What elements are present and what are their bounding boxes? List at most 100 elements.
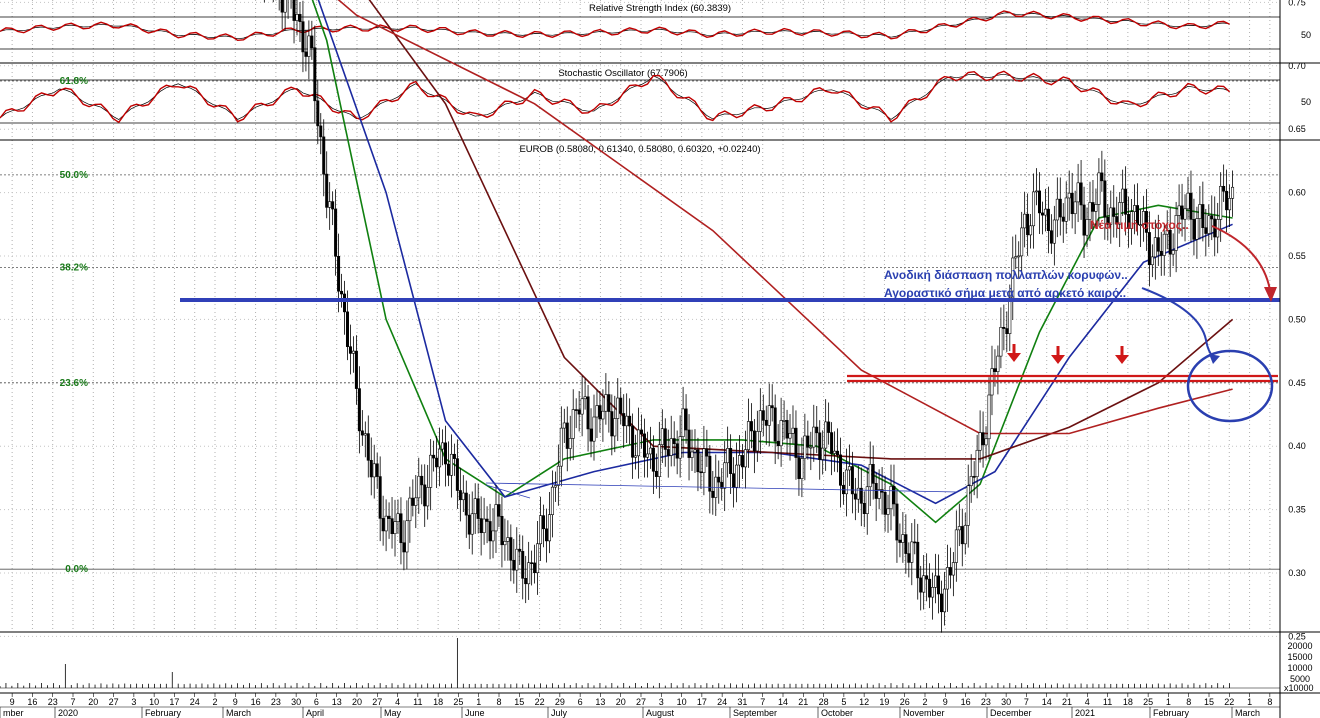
annotation-red-arrow	[1211, 225, 1271, 291]
annotation-blue-arrow	[1141, 287, 1215, 359]
candle-body	[800, 458, 804, 479]
candle-body	[1130, 211, 1134, 229]
candle-body	[1082, 204, 1086, 236]
candle-body	[384, 515, 388, 532]
candle-body	[749, 421, 753, 432]
candle-body	[708, 455, 712, 492]
candle-body	[553, 485, 557, 488]
candle-body	[366, 433, 370, 461]
candle-body	[622, 413, 626, 427]
y-tick-label: 0.40	[1288, 441, 1306, 451]
candle-body	[690, 451, 694, 458]
moving-average-red	[337, 0, 1233, 435]
candle-body	[405, 520, 409, 553]
candle-body	[598, 405, 602, 420]
candle-body	[381, 518, 385, 532]
candle-body	[791, 427, 795, 434]
candle-body	[699, 471, 703, 474]
x-day-label: 20	[88, 697, 98, 707]
x-day-label: 8	[1267, 697, 1272, 707]
candle-body	[945, 567, 949, 590]
candle-body	[610, 411, 614, 437]
candle-body	[901, 534, 905, 543]
candle-body	[972, 476, 976, 478]
candle-body	[812, 426, 816, 448]
candle-body	[1064, 197, 1068, 222]
candle-body	[717, 476, 721, 483]
candle-body	[550, 486, 554, 515]
candle-body	[720, 481, 724, 489]
candle-body	[616, 397, 620, 419]
candle-body	[325, 173, 329, 208]
x-day-label: 9	[10, 697, 15, 707]
candle-body	[666, 449, 670, 456]
x-day-label: 27	[372, 697, 382, 707]
candle-body	[345, 311, 349, 347]
candle-body	[957, 526, 961, 531]
candle-body	[678, 436, 682, 459]
candle-body	[354, 350, 358, 389]
candle-body	[360, 430, 364, 436]
candle-body	[705, 448, 709, 457]
x-month-label: 2020	[58, 708, 78, 718]
x-month-labels: mber 2020 February March April May June July Aug…	[0, 707, 1260, 718]
candle-body	[310, 35, 314, 49]
candle-body	[1121, 188, 1125, 203]
candle-body	[693, 449, 697, 453]
x-day-label: 3	[659, 697, 664, 707]
x-day-label: 16	[961, 697, 971, 707]
candle-body	[500, 515, 504, 546]
candle-body	[592, 416, 596, 442]
fib-label: 23.6%	[60, 378, 88, 389]
candle-body	[853, 493, 857, 500]
candle-body	[663, 428, 667, 450]
x-day-label: 25	[453, 697, 463, 707]
candle-body	[806, 435, 810, 448]
x-day-label: 21	[1062, 697, 1072, 707]
volume-tick-label: 20000	[1287, 641, 1312, 651]
candle-body	[1061, 216, 1065, 222]
candle-body	[1174, 215, 1178, 251]
candle-body	[319, 125, 323, 138]
candle-body	[859, 487, 863, 504]
candle-body	[1085, 219, 1089, 236]
candle-body	[847, 466, 851, 471]
candle-body	[1127, 214, 1131, 229]
candle-body	[589, 428, 593, 442]
candle-body	[316, 100, 320, 127]
x-day-label: 29	[555, 697, 565, 707]
x-day-label: 25	[1143, 697, 1153, 707]
candle-body	[993, 368, 997, 372]
x-month-label: October	[821, 708, 853, 718]
candle-body	[1103, 180, 1107, 218]
candle-body	[1118, 202, 1122, 225]
candle-body	[628, 415, 632, 427]
candle-body	[1079, 182, 1083, 206]
candle-body	[411, 497, 415, 506]
candle-body	[521, 551, 525, 579]
candle-body	[1100, 172, 1104, 182]
stoch-axis-label: 50	[1301, 97, 1311, 107]
x-day-label: 30	[291, 697, 301, 707]
candle-body	[1023, 213, 1027, 229]
x-day-label: 5	[841, 697, 846, 707]
candle-body	[886, 508, 890, 515]
candle-body	[1180, 205, 1184, 220]
x-month-label: February	[145, 708, 182, 718]
candle-body	[637, 429, 641, 457]
candle-body	[1189, 192, 1193, 220]
x-day-label: 12	[859, 697, 869, 707]
candle-body	[417, 475, 421, 499]
candle-body	[583, 396, 587, 400]
candle-body	[928, 578, 932, 598]
candle-body	[889, 486, 893, 510]
candle-body	[916, 541, 920, 579]
candle-body	[1026, 213, 1030, 236]
candle-body	[547, 514, 551, 542]
candle-body	[524, 578, 528, 585]
x-day-label: 2	[212, 697, 217, 707]
candle-body	[723, 462, 727, 489]
candle-body	[758, 410, 762, 432]
candle-body	[542, 515, 546, 530]
